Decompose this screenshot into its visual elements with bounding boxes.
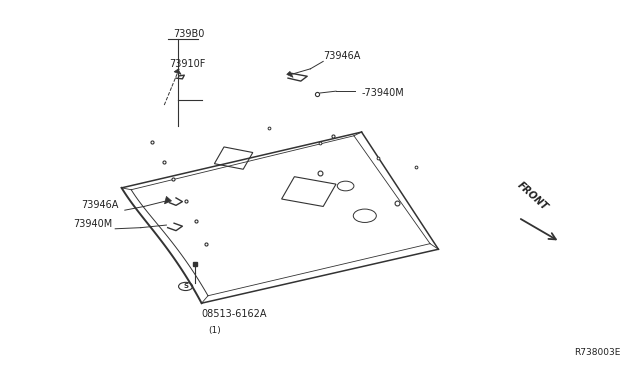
- Text: R738003E: R738003E: [575, 348, 621, 357]
- Polygon shape: [174, 69, 181, 74]
- Text: 739B0: 739B0: [173, 29, 205, 39]
- Text: 73946A: 73946A: [323, 51, 360, 61]
- Text: 73910F: 73910F: [170, 59, 206, 69]
- Polygon shape: [287, 71, 293, 77]
- Text: S: S: [183, 283, 188, 289]
- Text: 73946A: 73946A: [81, 200, 118, 210]
- Text: 08513-6162A: 08513-6162A: [202, 309, 267, 319]
- Polygon shape: [164, 196, 172, 204]
- Text: 73940M: 73940M: [73, 219, 112, 229]
- Text: (1): (1): [208, 326, 221, 334]
- Text: -73940M: -73940M: [362, 88, 404, 98]
- Text: FRONT: FRONT: [515, 180, 550, 212]
